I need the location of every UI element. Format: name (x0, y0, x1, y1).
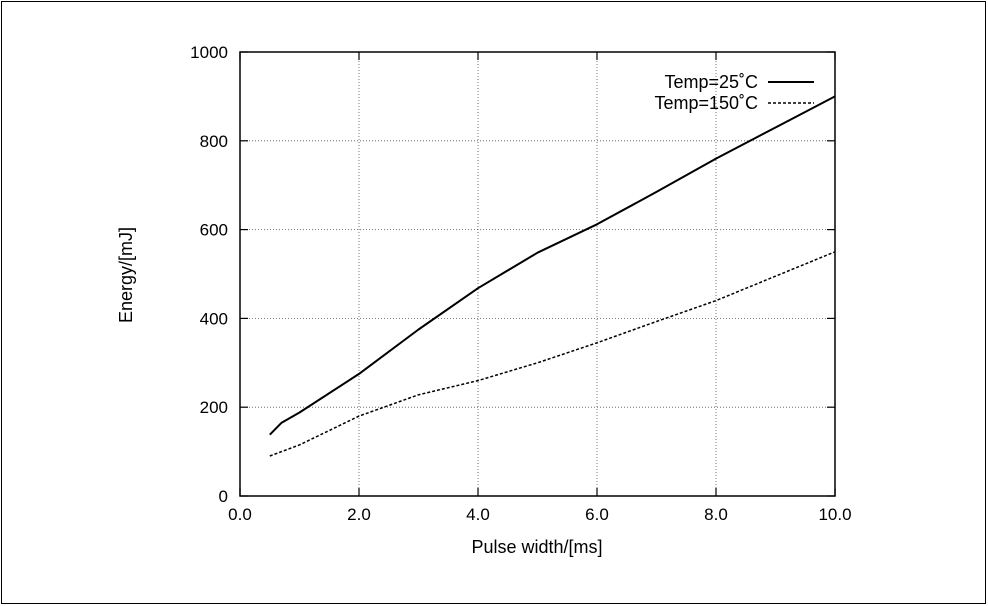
x-tick-label: 8.0 (704, 505, 728, 524)
x-tick-label: 0.0 (228, 505, 252, 524)
legend: Temp=25˚C Temp=150˚C (654, 72, 814, 113)
x-tick-label: 10.0 (818, 505, 851, 524)
series-line-1 (269, 95, 836, 436)
ticks-layer: 0.0 2.0 4.0 6.0 8.0 10.0 0 200 400 600 800 1000 (190, 43, 851, 524)
x-tick-label: 6.0 (585, 505, 609, 524)
y-tick-label: 400 (200, 309, 228, 328)
legend-label-series-2: Temp=150˚C (654, 93, 758, 113)
y-tick-label: 0 (219, 487, 228, 506)
y-tick-label: 800 (200, 132, 228, 151)
legend-label-series-1: Temp=25˚C (664, 72, 758, 92)
plot-area (239, 51, 836, 497)
series-line-2 (269, 251, 836, 457)
y-tick-label: 1000 (190, 43, 228, 62)
x-tick-label: 4.0 (466, 505, 490, 524)
series-layer (269, 95, 836, 457)
grid-layer (240, 52, 835, 496)
x-tick-label: 2.0 (347, 505, 371, 524)
y-tick-label: 200 (200, 398, 228, 417)
y-tick-label: 600 (200, 221, 228, 240)
y-axis-title: Energy/[mJ] (116, 227, 136, 323)
x-axis-title: Pulse width/[ms] (471, 537, 602, 557)
